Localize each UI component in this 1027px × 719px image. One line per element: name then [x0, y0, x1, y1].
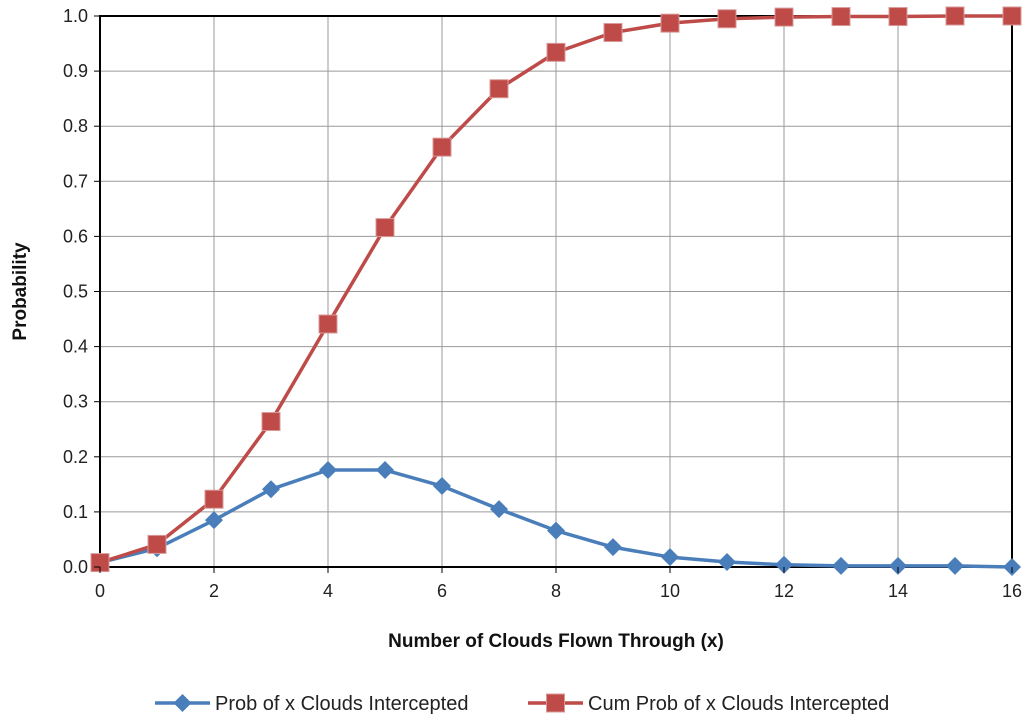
y-tick-label: 1.0 [63, 6, 88, 26]
y-tick-label: 0.9 [63, 61, 88, 81]
square-data-point [546, 42, 566, 62]
series-layer [90, 6, 1022, 576]
y-tick-label: 0.2 [63, 447, 88, 467]
y-tick-label: 0.3 [63, 392, 88, 412]
legend-label: Cum Prob of x Clouds Intercepted [588, 693, 889, 715]
square-data-point [774, 7, 794, 27]
legend-item-2: Cum Prob of x Clouds Intercepted [528, 693, 889, 715]
y-tick-label: 0.6 [63, 226, 88, 246]
legend-marker-swatch [173, 694, 192, 712]
legend-item-1: Prob of x Clouds Intercepted [155, 693, 468, 715]
y-tick-label: 0.4 [63, 337, 88, 357]
x-tick-label: 12 [774, 581, 794, 601]
diamond-data-point [319, 461, 337, 480]
diamond-data-point [661, 548, 679, 567]
x-tick-label: 14 [888, 581, 908, 601]
x-axis-title: Number of Clouds Flown Through (x) [388, 631, 724, 652]
x-tick-label: 4 [323, 581, 333, 601]
diamond-data-point [547, 521, 565, 540]
square-data-point [375, 218, 395, 238]
x-tick-label: 2 [209, 581, 219, 601]
series-1 [91, 461, 1021, 576]
diamond-data-point [775, 555, 793, 574]
square-data-point [432, 137, 452, 157]
y-axis-title: Probability [10, 242, 31, 341]
grid-lines [100, 16, 1012, 567]
x-tick-label: 8 [551, 581, 561, 601]
diamond-data-point [490, 500, 508, 519]
diamond-data-point [889, 556, 907, 575]
y-tick-label: 0.7 [63, 171, 88, 191]
square-data-point [831, 7, 851, 27]
diamond-data-point [946, 556, 964, 575]
diamond-data-point [433, 477, 451, 496]
legend: Prob of x Clouds Intercepted Cum Prob of … [155, 693, 889, 715]
y-tick-label: 0.1 [63, 502, 88, 522]
square-data-point [1002, 6, 1022, 26]
diamond-data-point [262, 480, 280, 499]
square-data-point [945, 6, 965, 26]
square-data-point [147, 534, 167, 554]
y-tick-label: 0.5 [63, 282, 88, 302]
square-data-point [489, 79, 509, 99]
legend-label: Prob of x Clouds Intercepted [215, 693, 468, 715]
square-data-point [204, 489, 224, 509]
x-tick-label: 6 [437, 581, 447, 601]
tick-labels: 0 2 4 6 8 10 12 14 16 0.0 0.1 0.2 0.3 0.4 0.5 0.6 0.7 0.8… [63, 6, 1022, 601]
x-tick-label: 10 [660, 581, 680, 601]
square-data-point [318, 314, 338, 334]
square-data-point [261, 412, 281, 432]
x-tick-label: 0 [95, 581, 105, 601]
y-tick-label: 0.0 [63, 557, 88, 577]
diamond-data-point [832, 556, 850, 575]
diamond-data-point [604, 538, 622, 557]
square-data-point [888, 7, 908, 27]
diamond-data-point [376, 461, 394, 480]
x-tick-label: 16 [1002, 581, 1022, 601]
square-data-point [603, 23, 623, 43]
y-tick-label: 0.8 [63, 116, 88, 136]
square-data-point [660, 13, 680, 33]
diamond-data-point [205, 511, 223, 530]
diamond-data-point [718, 553, 736, 572]
square-data-point [717, 9, 737, 29]
legend-marker-swatch [546, 693, 565, 713]
series-2 [90, 6, 1022, 573]
